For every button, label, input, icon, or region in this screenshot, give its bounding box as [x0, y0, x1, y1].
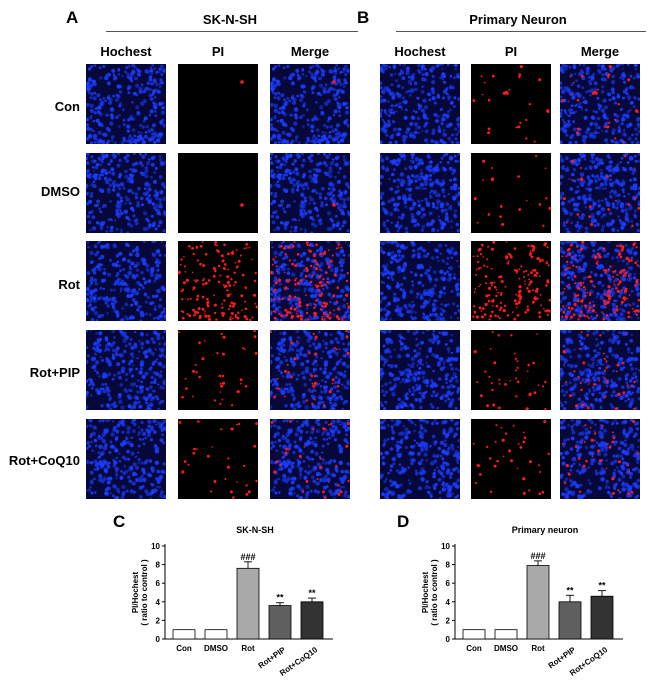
significance-d-3: ** — [566, 585, 574, 595]
y-tick-label-d-1: 2 — [446, 616, 451, 625]
x-tick-label-d-0: Con — [466, 644, 482, 653]
y-axis-label-d-line1: PI/Hochest — [421, 571, 430, 613]
y-axis-label-d-line2: ( ratio to control ) — [430, 559, 439, 626]
micrograph-a-row1-merge — [270, 64, 350, 144]
micrograph-b-row3-hochest — [380, 241, 460, 321]
y-tick-label-c-2: 4 — [156, 598, 161, 607]
bar-c-1 — [205, 630, 227, 639]
micrograph-b-row5-hochest — [380, 419, 460, 499]
x-tick-label-d-1: DMSO — [494, 644, 518, 653]
micrograph-b-row2-merge — [560, 153, 640, 233]
row-label-dmso: DMSO — [2, 184, 80, 199]
significance-d-4: ** — [598, 581, 606, 591]
panel-letter-a: A — [66, 8, 78, 28]
y-tick-label-c-5: 10 — [151, 542, 160, 551]
y-tick-label-d-5: 10 — [441, 542, 450, 551]
bar-d-0 — [463, 630, 485, 639]
micrograph-b-row1-merge — [560, 64, 640, 144]
bar-d-2 — [527, 566, 549, 639]
micrograph-a-row4-merge — [270, 330, 350, 410]
micrograph-a-row5-hochest — [86, 419, 166, 499]
y-tick-label-c-1: 2 — [156, 616, 161, 625]
micrograph-b-row1-pi — [471, 64, 551, 144]
x-tick-label-d-2: Rot — [531, 644, 545, 653]
bar-d-4 — [591, 596, 613, 639]
row-label-con: Con — [2, 99, 80, 114]
x-tick-label-c-2: Rot — [241, 644, 255, 653]
y-tick-label-d-4: 8 — [446, 561, 451, 570]
chart-title-d: Primary neuron — [512, 525, 579, 535]
row-label-rot-pip: Rot+PIP — [2, 365, 80, 380]
significance-d-2: ### — [530, 551, 545, 561]
y-tick-label-c-3: 6 — [156, 579, 161, 588]
x-tick-label-c-0: Con — [176, 644, 192, 653]
micrograph-b-row4-pi — [471, 330, 551, 410]
micrograph-a-row4-hochest — [86, 330, 166, 410]
micrograph-b-row3-pi — [471, 241, 551, 321]
bar-c-0 — [173, 630, 195, 639]
y-tick-label-d-0: 0 — [446, 635, 451, 644]
panel-b-col-hochest: Hochest — [380, 44, 460, 59]
x-tick-label-c-1: DMSO — [204, 644, 228, 653]
bar-d-1 — [495, 630, 517, 639]
micrograph-b-row4-hochest — [380, 330, 460, 410]
micrograph-b-row1-hochest — [380, 64, 460, 144]
bar-d-3 — [559, 602, 581, 639]
micrograph-a-row3-pi — [178, 241, 258, 321]
bar-c-4 — [301, 602, 323, 639]
row-label-rot: Rot — [2, 277, 80, 292]
micrograph-a-row2-merge — [270, 153, 350, 233]
y-tick-label-d-2: 4 — [446, 598, 451, 607]
bar-chart-primary-neuron: Primary neuron PI/Hochest( ratio to contr… — [400, 520, 640, 690]
panel-b-title: Primary Neuron — [398, 12, 638, 27]
significance-c-3: ** — [276, 593, 284, 603]
row-label-rot-coq10: Rot+CoQ10 — [2, 453, 80, 468]
panel-a-title-rule — [106, 31, 358, 32]
panel-a-col-hochest: Hochest — [86, 44, 166, 59]
y-axis-label-c-line1: PI/Hochest — [131, 571, 140, 613]
panel-letter-b: B — [357, 8, 369, 28]
micrograph-a-row1-hochest — [86, 64, 166, 144]
micrograph-a-row3-merge — [270, 241, 350, 321]
panel-a-col-merge: Merge — [270, 44, 350, 59]
micrograph-a-row5-pi — [178, 419, 258, 499]
micrograph-b-row5-pi — [471, 419, 551, 499]
y-axis-label-c-line2: ( ratio to control ) — [140, 559, 149, 626]
y-tick-label-d-3: 6 — [446, 579, 451, 588]
panel-b-col-pi: PI — [471, 44, 551, 59]
micrograph-a-row3-hochest — [86, 241, 166, 321]
panel-a-col-pi: PI — [178, 44, 258, 59]
bar-c-2 — [237, 568, 259, 639]
micrograph-b-row4-merge — [560, 330, 640, 410]
micrograph-b-row2-hochest — [380, 153, 460, 233]
micrograph-b-row5-merge — [560, 419, 640, 499]
bar-c-3 — [269, 606, 291, 639]
micrograph-a-row4-pi — [178, 330, 258, 410]
micrograph-a-row2-pi — [178, 153, 258, 233]
micrograph-b-row2-pi — [471, 153, 551, 233]
micrograph-a-row5-merge — [270, 419, 350, 499]
bar-chart-sk-n-sh: SK-N-SH PI/Hochest( ratio to control ) 0 2 4… — [110, 520, 350, 690]
significance-c-2: ### — [240, 552, 255, 562]
y-tick-label-c-0: 0 — [156, 635, 161, 644]
panel-b-col-merge: Merge — [560, 44, 640, 59]
micrograph-b-row3-merge — [560, 241, 640, 321]
panel-b-title-rule — [396, 31, 646, 32]
micrograph-a-row1-pi — [178, 64, 258, 144]
significance-c-4: ** — [308, 588, 316, 598]
panel-a-title: SK-N-SH — [110, 12, 350, 27]
chart-title-c: SK-N-SH — [236, 525, 274, 535]
micrograph-a-row2-hochest — [86, 153, 166, 233]
y-tick-label-c-4: 8 — [156, 561, 161, 570]
